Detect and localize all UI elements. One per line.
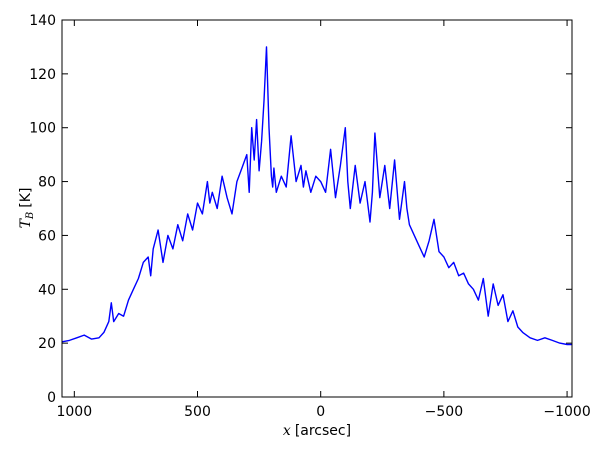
y-tick-label: 140 — [29, 13, 56, 29]
plot-frame — [61, 19, 573, 398]
plot-area — [62, 20, 572, 397]
y-tick-label: 120 — [29, 67, 56, 83]
x-tick-label: −500 — [425, 404, 463, 420]
x-tick-label: −1000 — [543, 404, 590, 420]
x-tick-label: 500 — [184, 404, 211, 420]
x-tick-label: 1000 — [56, 404, 92, 420]
y-tick-label: 20 — [38, 336, 56, 352]
x-tick-label: 0 — [316, 404, 325, 420]
y-tick-label: 40 — [38, 282, 56, 298]
y-axis-label: TB[K] — [18, 188, 36, 229]
y-tick-label: 100 — [29, 121, 56, 137]
x-axis-label: x [arcsec] — [283, 423, 351, 439]
y-tick-label: 0 — [47, 390, 56, 406]
y-tick-label: 80 — [38, 175, 56, 191]
y-tick-label: 60 — [38, 228, 56, 244]
brightness-temperature-line — [61, 46, 572, 346]
axis-tick-labels: 1000 500 0 −500 −1000 0 20 40 60 80 100 120 140 — [29, 13, 590, 420]
